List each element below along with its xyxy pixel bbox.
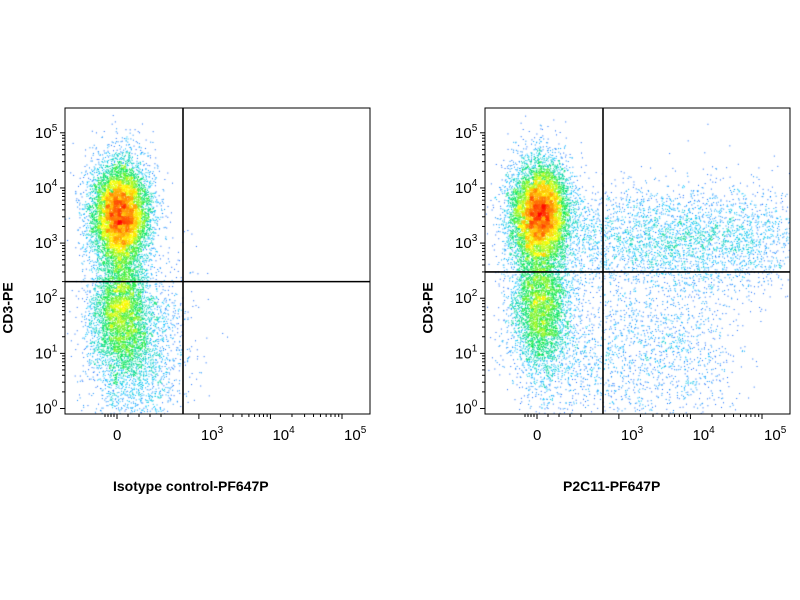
x-tick-label: 0 [113,427,121,444]
y-tick-label: 104 [35,178,58,197]
density-dots [65,108,370,414]
plot-axes: 100 101 102 103 104 105 0 103 104 105 [455,107,791,444]
y-tick-label: 101 [455,343,478,362]
y-tick-label: 100 [455,398,478,417]
y-tick-label: 103 [35,233,58,252]
y-tick-label: 101 [35,343,58,362]
y-tick-label: 100 [35,398,58,417]
x-tick-label: 104 [692,425,715,444]
x-tick-label: 0 [533,427,541,444]
y-axis-label: CD3-PE [419,282,436,334]
x-tick-label: 103 [201,425,224,444]
x-axis-label: P2C11-PF647P [563,478,661,494]
density-dots [485,108,790,414]
y-tick-label: 103 [455,233,478,252]
x-tick-label: 104 [272,425,295,444]
y-axis-label: CD3-PE [0,282,16,334]
x-axis-label: Isotype control-PF647P [113,478,269,494]
x-tick-label: 103 [621,425,644,444]
plot-frame [64,107,371,415]
plot-axes: 100 101 102 103 104 105 0 103 104 105 [35,107,371,444]
x-tick-label: 105 [344,425,367,444]
y-tick-label: 105 [455,123,478,142]
y-tick-label: 102 [35,288,58,307]
y-tick-label: 104 [455,178,478,197]
plot-panel-p2c11: 100 101 102 103 104 105 0 103 104 105 CD3-PE P2C1… [419,100,791,500]
y-tick-label: 105 [35,123,58,142]
x-tick-label: 105 [764,425,787,444]
y-tick-label: 102 [455,288,478,307]
plot-frame [484,107,791,415]
plot-panel-isotype: 100 101 102 103 104 105 0 103 104 105 CD3-PE Isot… [0,100,371,500]
